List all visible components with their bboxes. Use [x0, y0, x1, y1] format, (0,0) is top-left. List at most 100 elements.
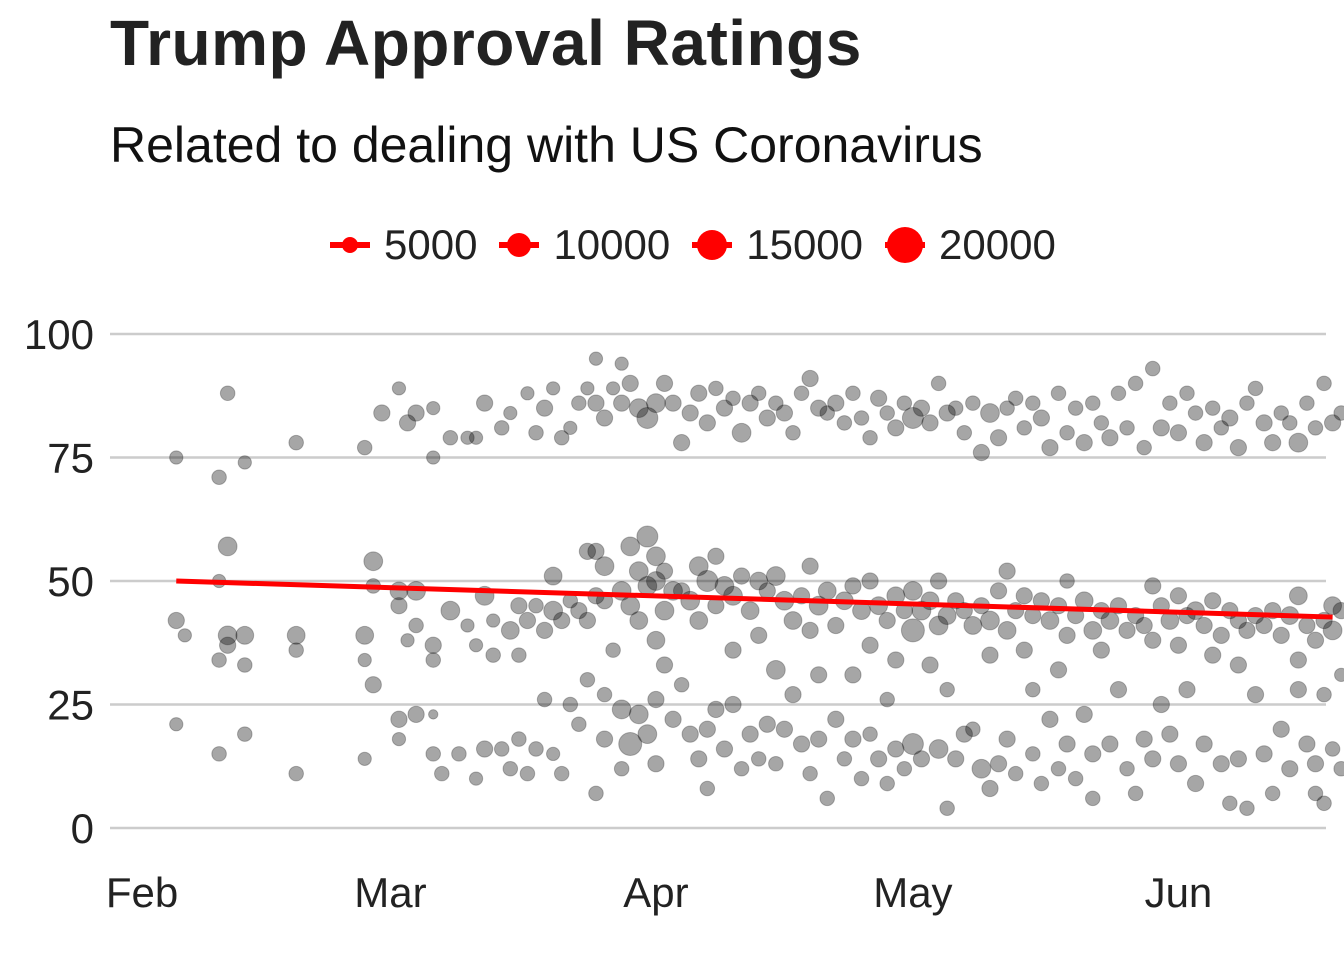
- data-point: [827, 710, 845, 728]
- data-point: [664, 710, 682, 728]
- data-point: [664, 394, 682, 412]
- data-point: [956, 425, 973, 441]
- data-point: [965, 721, 981, 737]
- data-point: [1025, 395, 1041, 411]
- data-point: [733, 760, 750, 777]
- data-point: [1041, 710, 1059, 728]
- data-point: [1119, 760, 1135, 777]
- data-point: [536, 691, 553, 708]
- data-point: [217, 625, 238, 646]
- data-point: [363, 551, 384, 572]
- y-gridlines: [110, 332, 1326, 830]
- data-point: [681, 725, 699, 743]
- trend-line-path: [176, 578, 1333, 620]
- data-point: [1144, 631, 1162, 649]
- data-point: [440, 600, 461, 621]
- data-point: [237, 657, 253, 673]
- data-point: [510, 597, 528, 615]
- data-point: [810, 666, 828, 684]
- data-point: [1281, 760, 1299, 778]
- data-point: [836, 751, 853, 767]
- data-point: [810, 399, 828, 417]
- data-point: [237, 726, 253, 742]
- data-point: [1084, 395, 1101, 411]
- data-point: [801, 369, 819, 388]
- data-point: [930, 375, 947, 392]
- data-point: [1101, 429, 1119, 447]
- data-point: [1246, 685, 1265, 704]
- data-point: [1195, 434, 1213, 452]
- legend-label: 5000: [384, 221, 478, 268]
- data-point: [407, 404, 425, 422]
- data-point: [896, 395, 913, 411]
- data-point: [1298, 616, 1316, 635]
- data-point: [1204, 592, 1222, 610]
- data-point: [912, 750, 931, 768]
- chart-subtitle: Related to dealing with US Coronavirus: [110, 117, 983, 173]
- data-point: [391, 381, 407, 396]
- data-point: [1169, 636, 1188, 654]
- data-point: [998, 730, 1016, 748]
- data-point: [688, 556, 709, 577]
- data-point: [426, 450, 441, 465]
- data-point: [1135, 730, 1153, 748]
- legend-label: 15000: [746, 221, 864, 268]
- data-point: [211, 652, 227, 668]
- data-point: [989, 429, 1008, 447]
- data-point: [1161, 725, 1179, 743]
- data-point: [647, 755, 665, 773]
- data-point: [219, 385, 236, 402]
- data-point: [680, 590, 701, 611]
- data-point: [1100, 611, 1120, 630]
- data-point: [595, 730, 614, 748]
- data-point: [921, 414, 939, 432]
- data-point: [595, 409, 614, 427]
- data-point: [724, 695, 742, 714]
- data-point: [939, 681, 955, 698]
- data-point: [896, 760, 913, 777]
- data-point: [502, 760, 519, 777]
- data-point: [724, 641, 742, 659]
- data-point: [1109, 681, 1128, 699]
- data-point: [1212, 626, 1230, 644]
- data-point: [965, 395, 981, 411]
- data-point: [518, 611, 537, 630]
- data-point: [578, 611, 597, 630]
- data-point: [553, 429, 570, 446]
- data-point: [1299, 395, 1315, 411]
- data-point: [1169, 424, 1188, 442]
- trend-line: [176, 578, 1333, 620]
- data-point: [690, 750, 708, 768]
- data-point: [1015, 641, 1033, 659]
- data-point: [373, 404, 391, 422]
- data-point: [1127, 785, 1144, 802]
- x-tick-label: Jun: [1145, 869, 1213, 916]
- data-point: [655, 562, 674, 580]
- data-point: [628, 704, 649, 725]
- data-point: [980, 403, 1000, 423]
- data-point: [613, 760, 630, 777]
- data-point: [1136, 439, 1152, 456]
- data-point: [611, 699, 632, 720]
- data-point: [1307, 785, 1324, 802]
- data-points: [167, 351, 1344, 817]
- data-point: [844, 577, 862, 595]
- data-point: [1075, 705, 1093, 724]
- y-axis-tick-labels: 0 25 50 75 100: [24, 311, 94, 852]
- legend-item-10000: 10000: [499, 221, 670, 269]
- data-point: [1144, 360, 1161, 377]
- data-point: [765, 566, 786, 586]
- data-point: [955, 725, 973, 743]
- data-point: [391, 731, 407, 747]
- data-point: [1093, 415, 1110, 431]
- data-point: [1169, 587, 1188, 605]
- data-point: [1332, 602, 1344, 620]
- data-point: [887, 740, 905, 758]
- data-point: [707, 547, 725, 565]
- data-point: [768, 756, 784, 772]
- data-point: [921, 656, 939, 674]
- data-point: [938, 404, 956, 422]
- data-point: [844, 730, 862, 748]
- data-point: [1273, 405, 1289, 421]
